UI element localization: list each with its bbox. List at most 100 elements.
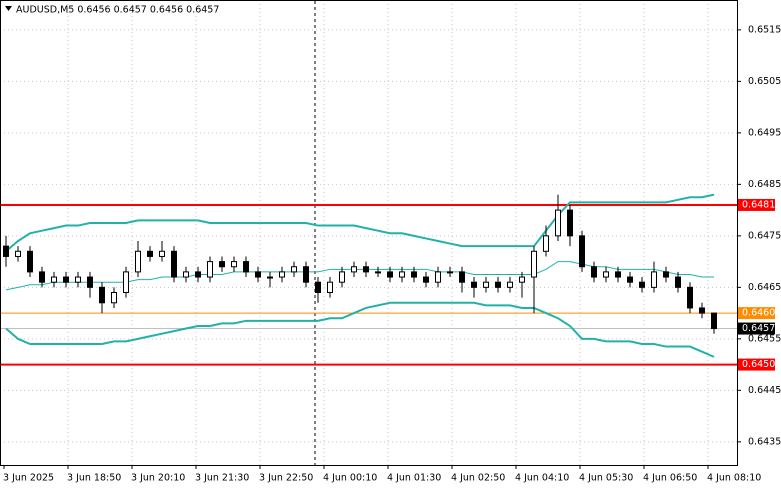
candle-body xyxy=(219,261,225,268)
candle-body xyxy=(123,271,129,293)
candle-body xyxy=(567,209,573,237)
bollinger-lower xyxy=(5,301,715,358)
candle-body xyxy=(291,266,297,273)
chart-title: AUDUSD,M5 0.6456 0.6457 0.6456 0.6457 xyxy=(16,5,219,16)
x-tick-label: 3 Jun 18:50 xyxy=(67,473,121,484)
y-tick-label: 0.6435 xyxy=(748,436,781,447)
candle-body xyxy=(339,271,345,283)
bollinger-upper xyxy=(5,193,715,253)
candle-body xyxy=(447,271,453,274)
candle-body xyxy=(579,235,585,268)
grid xyxy=(0,0,737,465)
candle-body xyxy=(39,271,45,283)
current-price-box xyxy=(738,322,775,335)
x-tick-label: 3 Jun 2025 xyxy=(3,473,54,484)
candle-body xyxy=(603,271,609,278)
x-tick-label: 3 Jun 21:30 xyxy=(195,473,249,484)
x-tick-label: 4 Jun 02:50 xyxy=(451,473,505,484)
level-label-box xyxy=(738,198,775,211)
candle-body xyxy=(171,250,177,278)
candle-body xyxy=(75,276,81,283)
candle-body xyxy=(471,281,477,288)
candle-body xyxy=(543,235,549,252)
x-tick-label: 4 Jun 01:30 xyxy=(387,473,441,484)
candle-body xyxy=(459,271,465,283)
candle-body xyxy=(411,271,417,278)
candle-body xyxy=(87,276,93,288)
candle-body xyxy=(663,271,669,278)
candle-body xyxy=(615,271,621,278)
candle-body xyxy=(99,286,105,304)
candle-body xyxy=(507,281,513,288)
x-tick-label: 4 Jun 06:50 xyxy=(643,473,697,484)
level-label: 0.6460 xyxy=(742,308,775,319)
candle-body xyxy=(651,271,657,288)
y-tick-label: 0.6465 xyxy=(748,282,781,293)
candle-body xyxy=(387,271,393,278)
candle-body xyxy=(711,312,717,330)
y-tick-label: 0.6445 xyxy=(748,385,781,396)
level-label-box xyxy=(738,358,775,371)
candle-body xyxy=(255,271,261,278)
plot-border xyxy=(0,0,738,466)
x-tick-label: 3 Jun 22:50 xyxy=(259,473,313,484)
candle-body xyxy=(327,281,333,293)
x-tick-label: 4 Jun 00:10 xyxy=(323,473,377,484)
candle-body xyxy=(351,266,357,273)
candle-body xyxy=(147,250,153,257)
candle-body xyxy=(423,276,429,283)
candle-body xyxy=(627,276,633,283)
candle-body xyxy=(159,250,165,257)
candle-body xyxy=(375,271,381,274)
y-tick-label: 0.6475 xyxy=(748,230,781,241)
candle-body xyxy=(591,266,597,278)
y-tick-label: 0.6485 xyxy=(748,179,781,190)
candle-body xyxy=(27,250,33,273)
candle-body xyxy=(111,291,117,304)
candle-body xyxy=(195,271,201,278)
candle-body xyxy=(279,271,285,278)
y-tick-label: 0.6495 xyxy=(748,127,781,138)
candle-body xyxy=(363,266,369,273)
y-tick-label: 0.6455 xyxy=(748,333,781,344)
candle-body xyxy=(639,281,645,288)
x-tick-label: 4 Jun 08:10 xyxy=(707,473,761,484)
candle-body xyxy=(3,245,9,257)
candle-body xyxy=(555,209,561,237)
candle-body xyxy=(699,307,705,314)
candle-body xyxy=(399,271,405,278)
plot xyxy=(0,193,737,366)
candle-body xyxy=(675,276,681,288)
candle-body xyxy=(687,286,693,309)
candle-body xyxy=(303,266,309,283)
x-tick-label: 3 Jun 20:10 xyxy=(131,473,185,484)
candle-body xyxy=(15,250,21,257)
menu-arrow[interactable] xyxy=(5,6,12,11)
candle-body xyxy=(531,250,537,278)
axis: 0.6515 0.6505 0.6495 0.6485 0.6475 0.6465 0.64… xyxy=(3,24,781,483)
candle-body xyxy=(483,281,489,288)
candle-body xyxy=(135,250,141,273)
candle-body xyxy=(315,281,321,293)
level-label-box xyxy=(738,307,775,320)
candle-body xyxy=(183,271,189,278)
candle-body xyxy=(63,276,69,283)
candle-body xyxy=(435,271,441,283)
candle-body xyxy=(231,261,237,268)
candle-body xyxy=(267,276,273,279)
x-tick-label: 4 Jun 05:30 xyxy=(579,473,633,484)
candle-body xyxy=(207,261,213,278)
candle-body xyxy=(495,281,501,288)
current-price-label: 0.6457 xyxy=(742,323,775,334)
candle-body xyxy=(519,276,525,283)
y-tick-label: 0.6505 xyxy=(748,76,781,87)
y-tick-label: 0.6515 xyxy=(748,24,781,35)
candle-body xyxy=(51,276,57,283)
level-label: 0.6481 xyxy=(742,199,775,210)
level-label: 0.6450 xyxy=(742,359,775,370)
candle-body xyxy=(243,261,249,273)
x-tick-label: 4 Jun 04:10 xyxy=(515,473,569,484)
